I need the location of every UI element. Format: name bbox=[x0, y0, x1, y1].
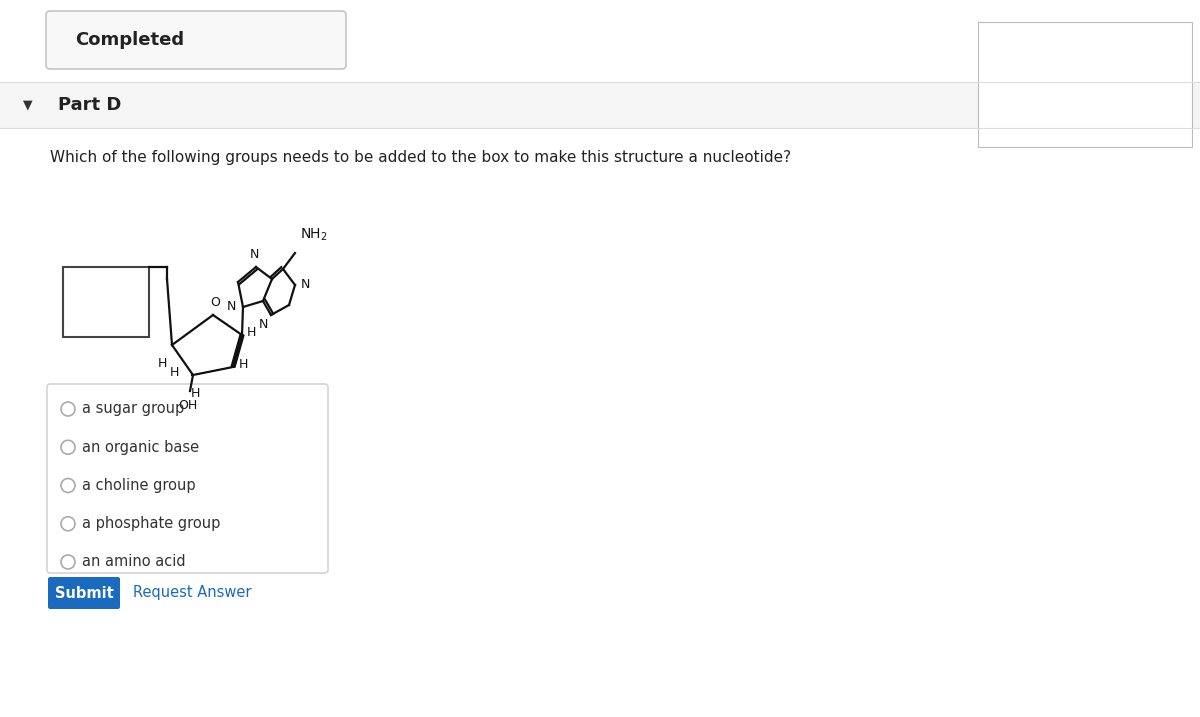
FancyBboxPatch shape bbox=[47, 384, 328, 573]
Text: Which of the following groups needs to be added to the box to make this structur: Which of the following groups needs to b… bbox=[50, 150, 791, 165]
Circle shape bbox=[61, 555, 74, 569]
Text: Completed: Completed bbox=[74, 31, 184, 49]
Text: an amino acid: an amino acid bbox=[82, 554, 186, 569]
Text: H: H bbox=[239, 358, 248, 371]
Text: H: H bbox=[169, 366, 179, 379]
Text: Request Answer: Request Answer bbox=[133, 586, 252, 601]
Text: O: O bbox=[210, 296, 220, 309]
Text: Part D: Part D bbox=[58, 96, 121, 114]
Bar bbox=[0, 82, 1200, 128]
Text: N: N bbox=[250, 248, 259, 261]
Bar bbox=[978, 22, 1192, 147]
Text: ▼: ▼ bbox=[23, 98, 32, 112]
Circle shape bbox=[61, 440, 74, 455]
Text: N: N bbox=[227, 300, 236, 313]
FancyBboxPatch shape bbox=[48, 577, 120, 609]
Bar bbox=[64, 267, 149, 337]
Polygon shape bbox=[230, 335, 244, 367]
Text: an organic base: an organic base bbox=[82, 440, 199, 455]
Polygon shape bbox=[191, 367, 235, 375]
Circle shape bbox=[61, 402, 74, 416]
Text: a phosphate group: a phosphate group bbox=[82, 516, 221, 531]
FancyBboxPatch shape bbox=[46, 11, 346, 69]
Text: a choline group: a choline group bbox=[82, 478, 196, 493]
Text: N: N bbox=[301, 277, 311, 290]
Text: a sugar group: a sugar group bbox=[82, 402, 185, 417]
Circle shape bbox=[61, 517, 74, 531]
Text: Submit: Submit bbox=[55, 586, 113, 601]
Text: N: N bbox=[259, 318, 268, 331]
Text: H: H bbox=[157, 357, 167, 370]
Text: H: H bbox=[191, 387, 199, 400]
Text: NH$_2$: NH$_2$ bbox=[300, 227, 328, 243]
Text: OH: OH bbox=[179, 399, 198, 412]
Text: H: H bbox=[247, 326, 257, 340]
Circle shape bbox=[61, 478, 74, 493]
